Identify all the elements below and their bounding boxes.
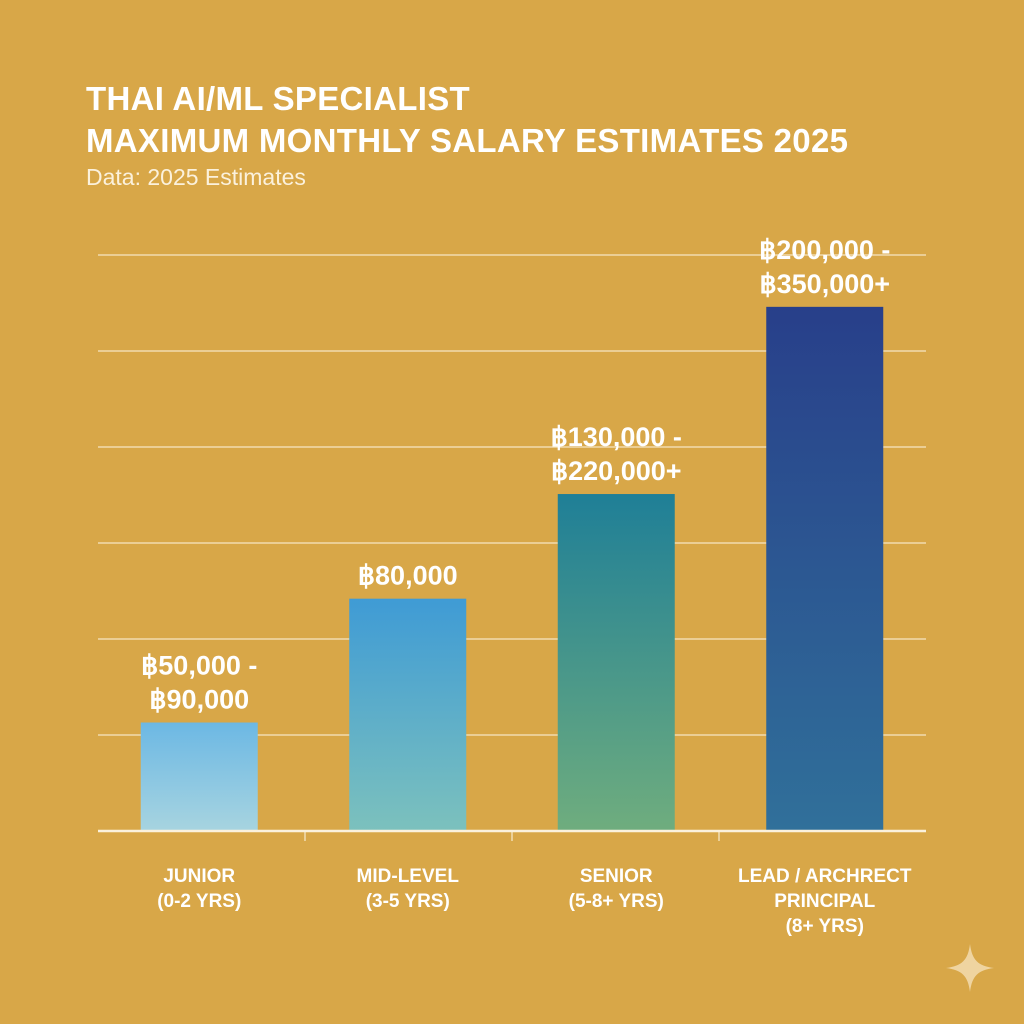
chart-title: THAI AI/ML SPECIALIST MAXIMUM MONTHLY SA…	[86, 78, 848, 162]
x-tick-label-line: SENIOR	[579, 866, 653, 887]
title-line-1: THAI AI/ML SPECIALIST	[86, 80, 470, 117]
x-tick-label-line: PRINCIPAL	[774, 891, 876, 912]
x-tick-label: JUNIOR (0-2 YRS)	[99, 864, 299, 914]
bar	[766, 306, 884, 832]
data-label: ฿50,000 -	[141, 651, 257, 681]
x-tick-label-line: LEAD / ARCHRECT	[738, 866, 912, 887]
x-tick-label-line: (5-8+ YRS)	[568, 891, 664, 912]
data-label: ฿200,000 -	[759, 235, 890, 265]
data-label: ฿80,000	[358, 561, 458, 591]
x-tick-label-line: JUNIOR	[163, 866, 236, 887]
x-tick-label-line: (0-2 YRS)	[157, 891, 242, 912]
chart-subtitle: Data: 2025 Estimates	[86, 164, 306, 190]
x-tick-label: LEAD / ARCHRECT PRINCIPAL (8+ YRS)	[725, 864, 925, 939]
x-tick-label: SENIOR (5-8+ YRS)	[516, 864, 716, 914]
x-tick-label-line: (8+ YRS)	[785, 916, 864, 937]
x-tick-label: MID-LEVEL (3-5 YRS)	[308, 864, 508, 914]
x-tick-label-line: (3-5 YRS)	[365, 891, 450, 912]
x-tick-label-line: MID-LEVEL	[356, 866, 459, 887]
sparkle-icon	[946, 944, 994, 992]
bar	[349, 598, 467, 831]
data-label: ฿350,000+	[759, 269, 890, 299]
title-line-2: MAXIMUM MONTHLY SALARY ESTIMATES 2025	[86, 122, 849, 159]
bar	[140, 722, 258, 831]
data-label: ฿90,000	[149, 685, 249, 715]
data-label: ฿130,000 -	[551, 422, 682, 452]
bar	[557, 494, 675, 831]
data-label: ฿220,000+	[551, 456, 682, 486]
